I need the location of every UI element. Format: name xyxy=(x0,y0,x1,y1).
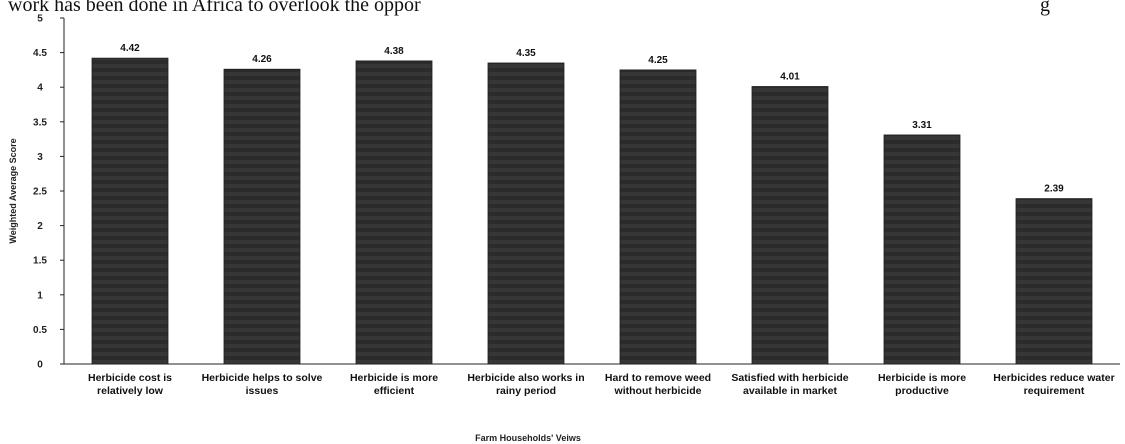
y-tick-label: 2.5 xyxy=(33,187,47,198)
x-tick-label: efficient xyxy=(374,385,415,397)
data-label: 4.26 xyxy=(252,54,272,65)
x-tick-label: Herbicide also works in xyxy=(467,372,584,384)
bar xyxy=(91,57,169,365)
bar xyxy=(619,69,697,365)
y-tick-label: 0.5 xyxy=(33,325,47,336)
cropped-body-text: work has been done in Africa to overlook… xyxy=(8,0,421,16)
y-tick-label: 5 xyxy=(37,14,43,25)
y-tick-label: 0 xyxy=(37,360,43,371)
x-tick-label: Herbicide helps to solve xyxy=(202,372,323,384)
data-label: 4.42 xyxy=(120,43,140,54)
bar xyxy=(883,134,961,365)
x-tick-label: Herbicide is more xyxy=(878,372,966,384)
x-tick-label: Hard to remove weed xyxy=(605,372,711,384)
y-tick-label: 4.5 xyxy=(33,48,47,59)
bars xyxy=(91,57,1093,365)
x-tick-label: Herbicides reduce water xyxy=(993,372,1114,384)
cropped-body-text-tail: g xyxy=(1040,0,1050,16)
y-axis-title: Weighted Average Score xyxy=(8,138,18,243)
y-tick-label: 3 xyxy=(37,152,43,163)
data-labels: 4.42 4.26 4.38 4.35 4.25 4.01 3.31 2.39 xyxy=(120,43,1064,194)
x-tick-label: Satisfied with herbicide xyxy=(731,372,848,384)
bar xyxy=(355,60,433,365)
x-tick-label: Herbicide cost is xyxy=(88,372,172,384)
y-tick-label: 2 xyxy=(37,221,43,232)
data-label: 4.25 xyxy=(648,55,668,66)
x-tick-label: Herbicide is more xyxy=(350,372,438,384)
bar xyxy=(223,68,301,365)
y-tick-label: 3.5 xyxy=(33,117,47,128)
y-tick-label: 4 xyxy=(37,83,43,94)
x-tick-label: productive xyxy=(895,385,949,397)
data-label: 3.31 xyxy=(912,120,932,131)
bar xyxy=(487,62,565,365)
data-label: 4.01 xyxy=(780,72,800,83)
x-tick-label: requirement xyxy=(1024,385,1085,397)
bar xyxy=(1015,198,1093,365)
x-tick-label: available in market xyxy=(743,385,837,397)
x-tick-label: issues xyxy=(246,385,279,397)
bar xyxy=(751,86,829,365)
x-tick-label: without herbicide xyxy=(614,385,702,397)
data-label: 2.39 xyxy=(1044,184,1064,195)
y-tick-label: 1.5 xyxy=(33,256,47,267)
y-axis: 0 0.5 1 1.5 2 2.5 3 3.5 4 4.5 5 xyxy=(33,14,65,371)
y-tick-label: 1 xyxy=(37,290,43,301)
data-label: 4.35 xyxy=(516,48,536,59)
x-tick-label: relatively low xyxy=(97,385,164,397)
x-axis-title: Farm Households' Veiws xyxy=(475,433,581,443)
x-tick-label: rainy period xyxy=(496,385,556,397)
data-label: 4.38 xyxy=(384,46,404,57)
